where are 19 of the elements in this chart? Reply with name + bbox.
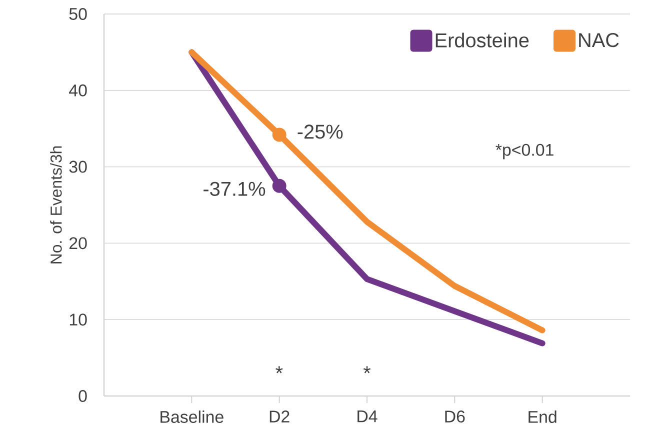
y-tick-label: 30: [69, 160, 87, 173]
x-tick-label: D2: [270, 410, 290, 422]
x-tick-label: End: [528, 410, 556, 423]
legend-label: Erdosteine: [436, 32, 529, 48]
annotation: *: [276, 366, 283, 374]
annotation: -25%: [298, 124, 343, 139]
x-tick-label: D4: [358, 410, 378, 422]
y-tick-label: 0: [78, 390, 87, 402]
y-tick-label: 50: [69, 8, 87, 20]
legend-label: NAC: [579, 33, 619, 48]
y-tick-label: 20: [70, 237, 87, 250]
y-tick-label: 40: [69, 84, 87, 96]
annotation: -37.1%: [204, 182, 266, 196]
annotation: *p<0.01: [496, 144, 554, 160]
annotation: *: [363, 366, 371, 374]
x-tick-label: D6: [445, 410, 465, 423]
y-tick-label: 10: [70, 314, 87, 326]
y-axis-title: No. of Events/3h: [50, 146, 62, 264]
x-tick-label: Baseline: [160, 410, 224, 423]
